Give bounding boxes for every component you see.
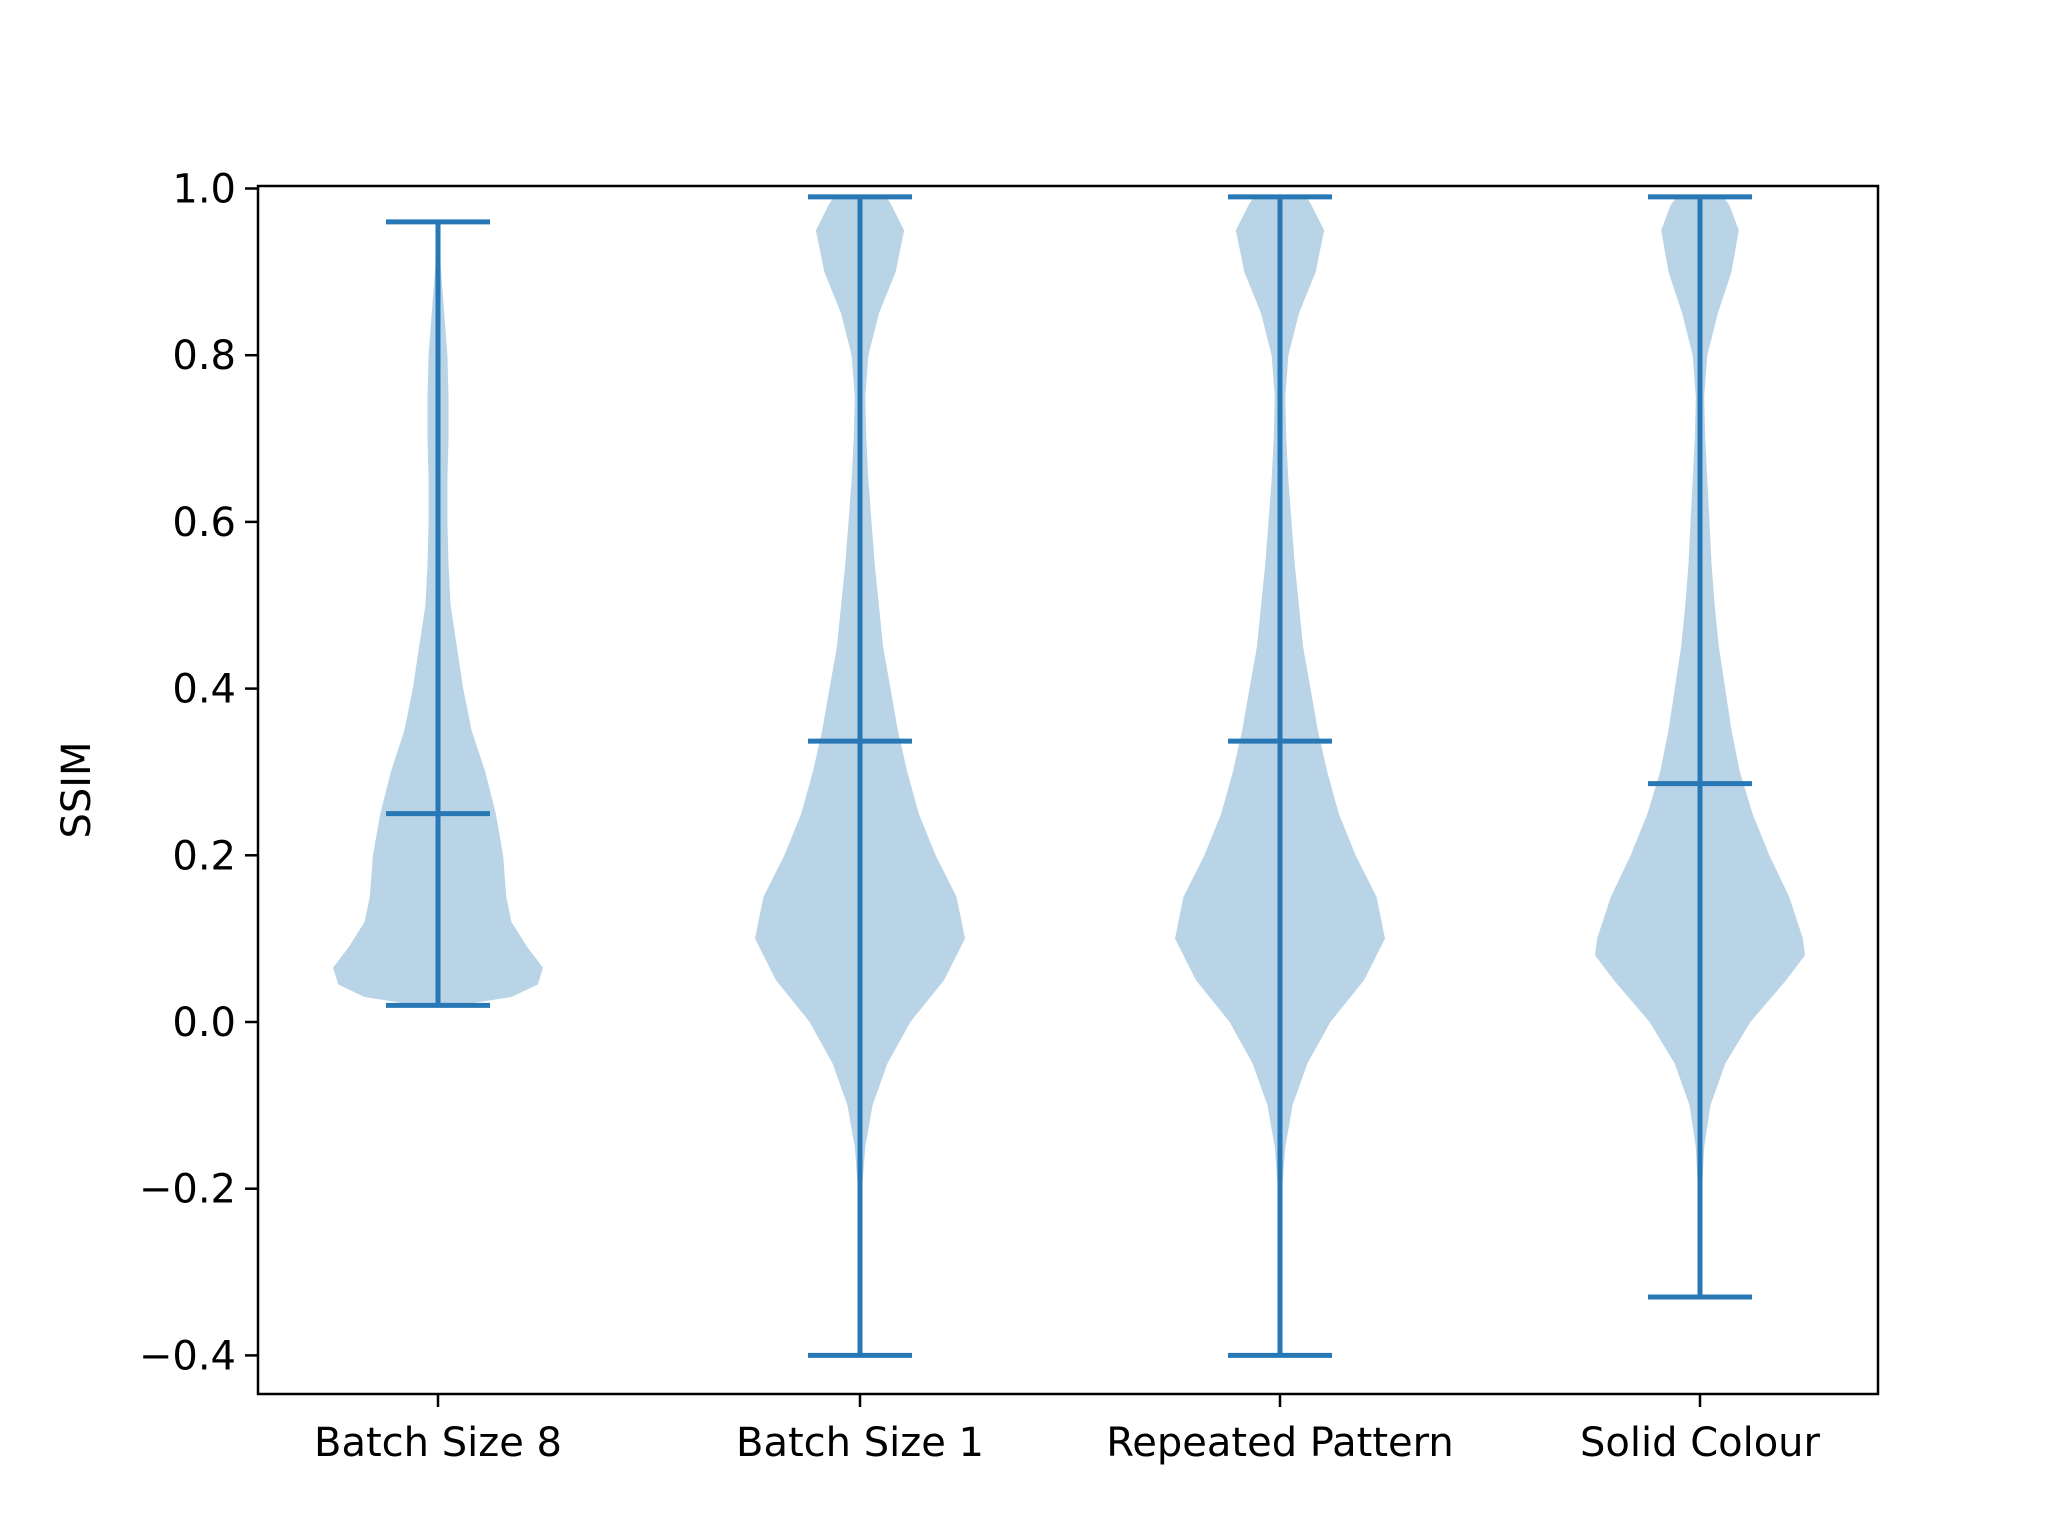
y-tick-label: 0.0	[172, 1000, 236, 1046]
x-tick-label: Batch Size 8	[314, 1420, 562, 1466]
y-tick-label: 1.0	[172, 167, 236, 213]
y-tick-label: −0.2	[139, 1167, 236, 1213]
y-axis: −0.4 −0.2 0.0 0.2 0.4 0.6 0.8 1.0	[139, 167, 258, 1379]
y-tick-label: 0.6	[172, 500, 236, 546]
plot-frame	[256, 184, 1880, 1396]
y-tick-label: −0.4	[139, 1333, 236, 1379]
y-tick-label: 0.2	[172, 833, 236, 879]
x-tick-label: Repeated Pattern	[1106, 1420, 1453, 1466]
y-tick-label: 0.8	[172, 333, 236, 379]
y-tick-label: 0.4	[172, 667, 236, 713]
stats-layer	[386, 194, 1752, 1358]
y-axis-label: SSIM	[54, 741, 100, 838]
x-tick-label: Solid Colour	[1580, 1420, 1821, 1466]
x-axis: Batch Size 8 Batch Size 1 Repeated Pattern…	[314, 1394, 1821, 1466]
x-tick-label: Batch Size 1	[736, 1420, 984, 1466]
